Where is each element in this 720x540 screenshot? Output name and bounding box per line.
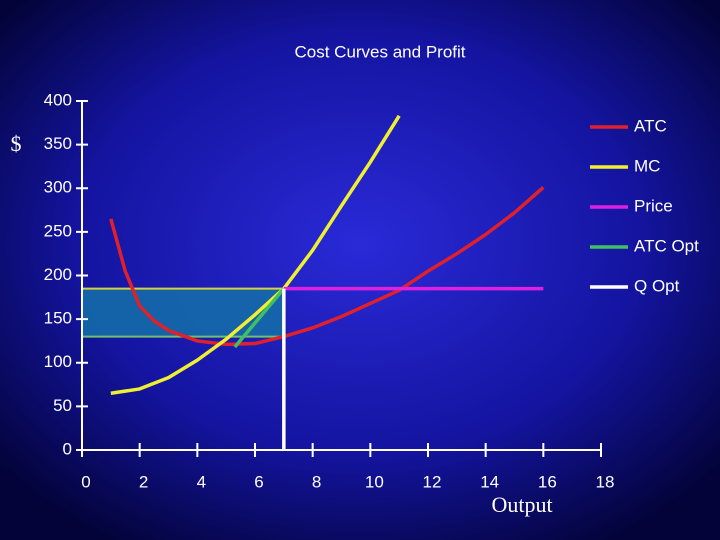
series-line — [109, 186, 545, 347]
x-tick-label: 12 — [423, 472, 442, 491]
y-tick-label: 400 — [44, 90, 72, 109]
y-tick-label: 0 — [63, 439, 72, 458]
legend-label: Price — [634, 196, 673, 215]
x-tick-label: 18 — [596, 472, 615, 491]
series-line — [110, 114, 401, 396]
x-tick-label: 8 — [312, 472, 321, 491]
y-tick-label: 300 — [44, 178, 72, 197]
x-tick-label: 10 — [365, 472, 384, 491]
legend-label: ATC — [634, 116, 667, 135]
y-tick-label: 200 — [44, 265, 72, 284]
y-tick-label: 150 — [44, 309, 72, 328]
x-tick-label: 16 — [538, 472, 557, 491]
x-tick-label: 2 — [139, 472, 148, 491]
legend-label: Q Opt — [634, 276, 680, 295]
y-axis-label: $ — [11, 131, 22, 156]
y-tick-label: 100 — [44, 352, 72, 371]
profit-area — [82, 288, 284, 337]
x-axis-label: Output — [491, 492, 552, 517]
y-tick-label: 250 — [44, 221, 72, 240]
y-tick-label: 350 — [44, 134, 72, 153]
x-tick-label: 14 — [480, 472, 499, 491]
chart-title: Cost Curves and Profit — [294, 42, 465, 61]
x-tick-label: 6 — [254, 472, 263, 491]
legend-label: ATC Opt — [634, 236, 699, 255]
legend-label: MC — [634, 156, 660, 175]
x-tick-label: 4 — [197, 472, 206, 491]
x-tick-label: 0 — [81, 472, 90, 491]
y-tick-label: 50 — [53, 396, 72, 415]
series-line — [233, 287, 286, 349]
